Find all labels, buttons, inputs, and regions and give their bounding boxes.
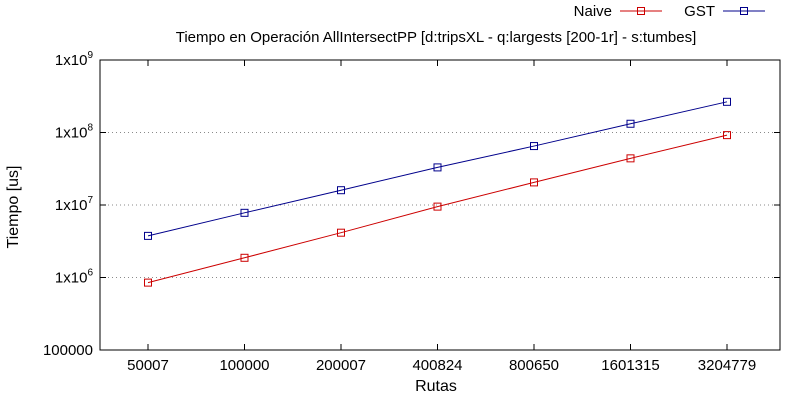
legend-label-gst: GST — [684, 3, 715, 20]
data-point-naive — [626, 154, 635, 163]
data-point-gst — [530, 142, 538, 151]
y-tick-label: 1x106 — [55, 268, 94, 287]
data-point-gst — [240, 208, 249, 217]
data-point-naive — [240, 253, 249, 262]
data-point-gst — [626, 119, 635, 128]
y-tick-label: 1x107 — [55, 195, 94, 214]
y-tick-label: 100000 — [43, 342, 93, 359]
x-tick-label: 3204779 — [698, 357, 756, 374]
series-layer — [144, 97, 731, 287]
data-point-naive — [530, 178, 538, 187]
grid-lines — [100, 132, 780, 278]
x-tick-label: 800650 — [509, 357, 559, 374]
data-point-naive — [433, 202, 442, 211]
data-point-naive — [337, 228, 345, 237]
data-point-naive — [144, 278, 152, 287]
data-point-gst — [337, 186, 345, 195]
legend-label-naive: Naive — [574, 3, 612, 20]
x-tick-label: 50007 — [127, 357, 169, 374]
y-axis-title: Tiempo [us] — [5, 166, 22, 249]
series-line-gst — [147, 101, 728, 237]
data-point-naive — [723, 131, 731, 140]
y-tick-label: 1x109 — [55, 50, 94, 69]
legend-marker-gst — [740, 7, 748, 15]
data-point-gst — [723, 97, 731, 106]
chart-title: Tiempo en Operación AllIntersectPP [d:tr… — [176, 29, 697, 46]
x-tick-label: 100000 — [219, 357, 269, 374]
x-tick-label: 400824 — [412, 357, 462, 374]
legend: Naive GST — [574, 3, 765, 20]
data-point-gst — [433, 163, 442, 172]
data-point-gst — [144, 231, 152, 240]
legend-marker-naive — [637, 7, 645, 15]
series-line-naive — [147, 134, 728, 284]
x-tick-label: 200007 — [316, 357, 366, 374]
x-tick-label: 1601315 — [601, 357, 659, 374]
y-tick-label: 1x108 — [55, 123, 94, 142]
axis-ticks: 100000 1x106 1x107 1x108 1x109 50007 100000 200… — [43, 50, 780, 374]
x-axis-title: Rutas — [415, 378, 457, 395]
